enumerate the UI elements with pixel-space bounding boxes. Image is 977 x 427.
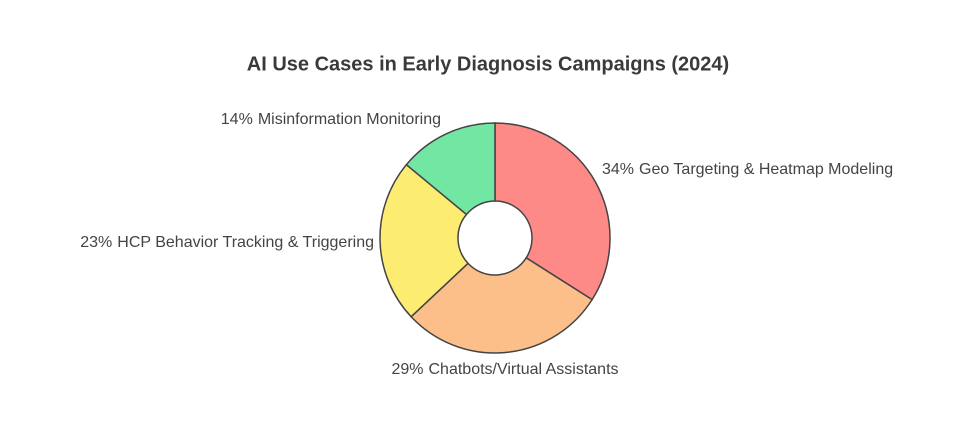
donut-slice xyxy=(410,256,594,354)
value-label: 14% xyxy=(221,111,253,128)
donut-slice xyxy=(405,122,496,216)
value-label: 23% xyxy=(80,234,112,251)
category-label: Chatbots/Virtual Assistants xyxy=(429,361,619,378)
slice-label: 23% HCP Behavior Tracking & Triggering xyxy=(80,234,374,251)
slice-label: 29% Chatbots/Virtual Assistants xyxy=(391,361,618,378)
donut-slice xyxy=(379,163,470,318)
chart-title: AI Use Cases in Early Diagnosis Campaign… xyxy=(247,53,729,75)
slice-label: 34% Geo Targeting & Heatmap Modeling xyxy=(602,161,893,178)
category-label: Geo Targeting & Heatmap Modeling xyxy=(639,161,893,178)
value-label: 34% xyxy=(602,161,634,178)
slice-label: 14% Misinformation Monitoring xyxy=(221,111,441,128)
donut-slice xyxy=(494,122,611,301)
category-label: HCP Behavior Tracking & Triggering xyxy=(117,234,374,251)
value-label: 29% xyxy=(391,361,423,378)
category-label: Misinformation Monitoring xyxy=(258,111,441,128)
